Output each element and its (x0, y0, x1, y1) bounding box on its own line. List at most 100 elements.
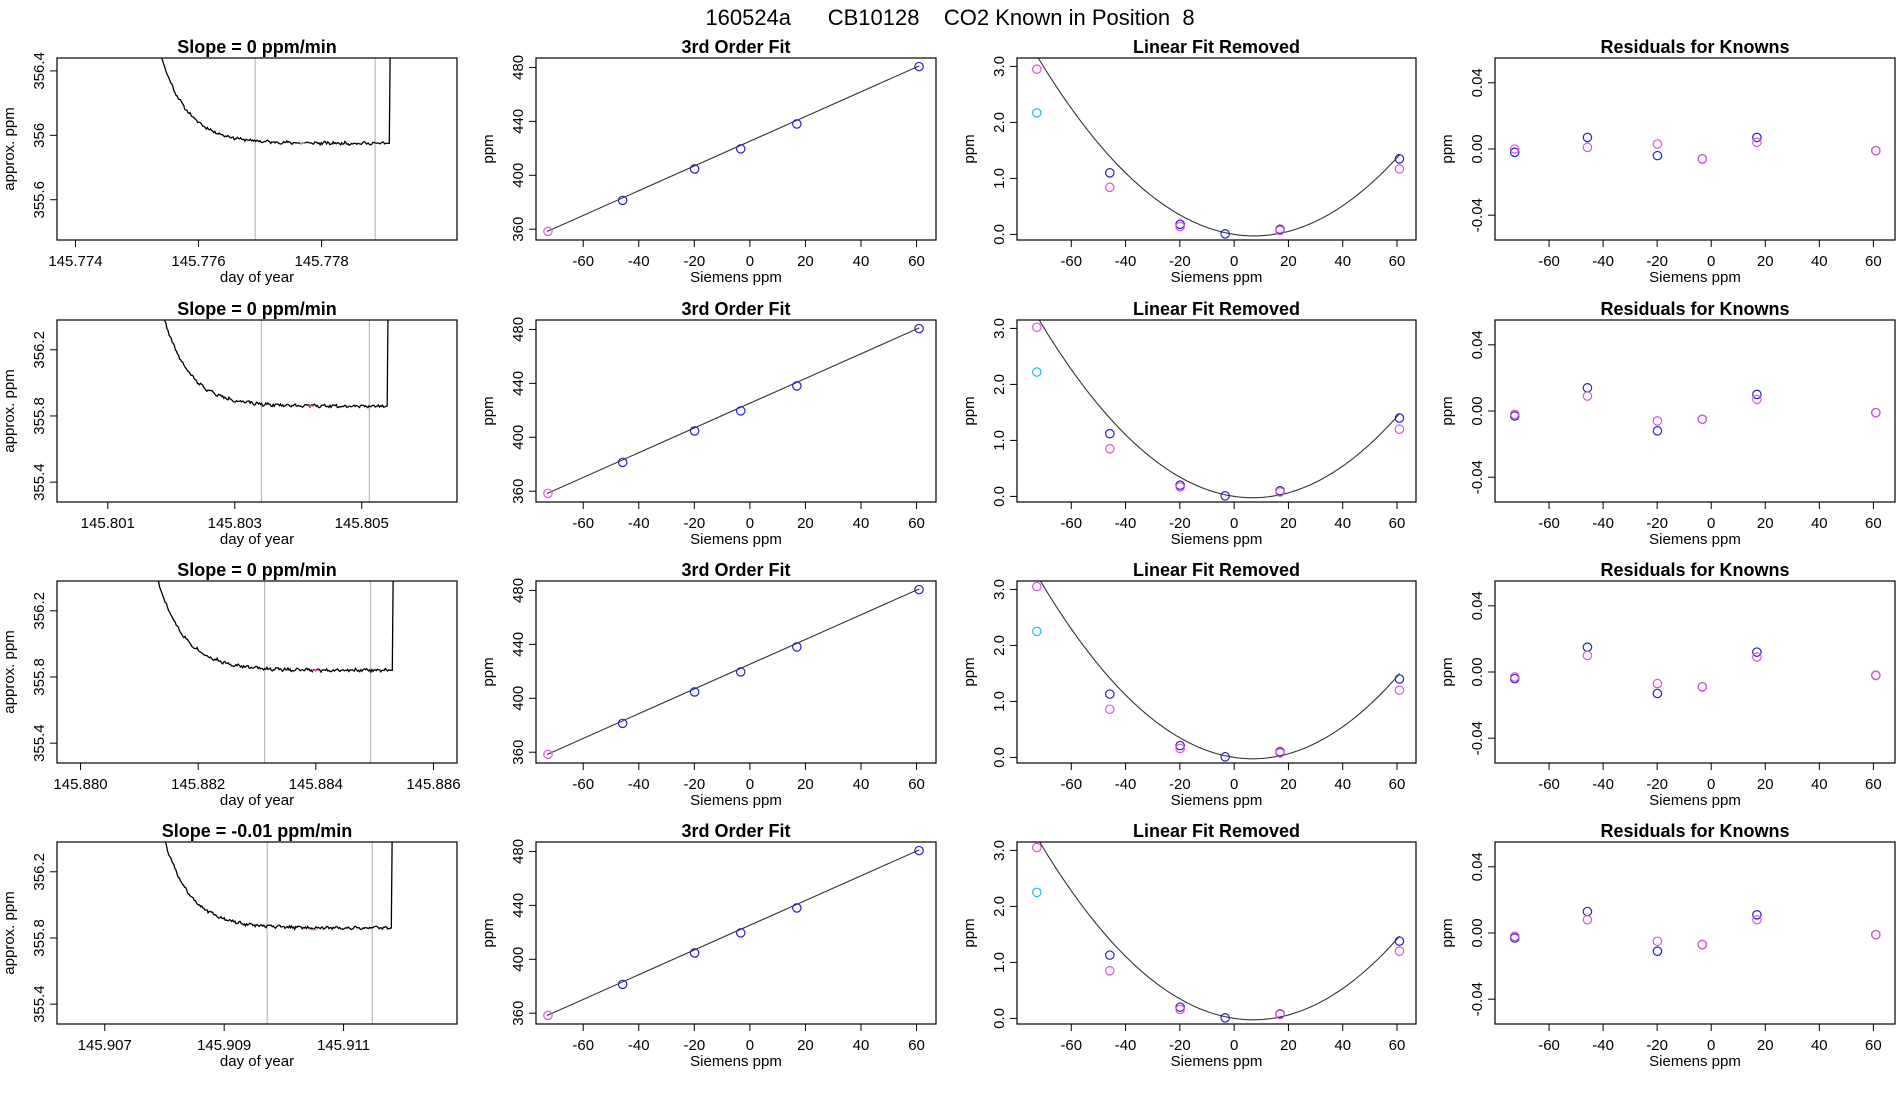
x-tick-label: -20 (683, 776, 705, 793)
y-axis-label: ppm (961, 918, 978, 947)
x-tick-label: -40 (628, 776, 650, 793)
data-point-magenta (1509, 672, 1520, 682)
x-tick-label: 20 (1280, 515, 1297, 532)
data-point-blue (617, 195, 628, 206)
x-tick-label: -40 (1115, 515, 1137, 532)
x-tick-label: 0 (1230, 776, 1238, 793)
data-point-blue (1394, 674, 1405, 684)
panel-title: Linear Fit Removed (1133, 299, 1300, 319)
x-axis-label: Siemens ppm (1171, 792, 1263, 809)
data-point-magenta (1509, 409, 1520, 420)
x-tick-label: 20 (1280, 253, 1297, 270)
data-point-blue (1175, 740, 1185, 751)
data-point-blue (1105, 428, 1115, 439)
x-tick-label: -40 (628, 253, 650, 270)
y-tick-label: 355.8 (31, 658, 48, 696)
x-tick-label: 145.776 (171, 253, 225, 270)
plot-frame (1016, 57, 1417, 241)
y-axis-label: ppm (961, 396, 978, 425)
data-point-magenta (1652, 416, 1663, 426)
y-tick-label: 2.0 (991, 896, 1008, 917)
plot-frame (1494, 841, 1896, 1025)
x-tick-label: 20 (1757, 1037, 1774, 1054)
data-point-blue (1105, 168, 1115, 178)
panel-title: Residuals for Knowns (1600, 821, 1789, 841)
data-point-magenta (1032, 322, 1042, 333)
data-point-blue (735, 144, 746, 154)
data-point-blue (792, 903, 802, 913)
data-point-magenta (1752, 914, 1762, 925)
y-tick-label: 400 (510, 947, 527, 972)
x-tick-label: 60 (1865, 515, 1882, 532)
data-point-blue (792, 642, 802, 652)
x-tick-label: 40 (853, 253, 870, 270)
x-tick-label: 20 (1757, 776, 1774, 793)
x-axis-label: day of year (220, 1053, 294, 1070)
data-point-magenta (1697, 154, 1708, 164)
y-tick-label: 0.04 (1469, 68, 1486, 97)
x-tick-label: 40 (1334, 1037, 1351, 1054)
data-point-magenta (1394, 424, 1405, 434)
plot-frame (56, 319, 458, 503)
x-tick-label: 40 (1811, 515, 1828, 532)
y-tick-label: 0.0 (991, 747, 1008, 768)
y-tick-label: 355.6 (31, 181, 48, 219)
x-tick-label: 145.886 (406, 776, 460, 793)
x-axis-label: Siemens ppm (1171, 531, 1263, 548)
plot-area (543, 61, 924, 237)
data-point-magenta (1032, 64, 1042, 74)
data-point-blue (735, 667, 746, 677)
panel-r4-c4: Residuals for Knowns -60 -40 -20 0 20 40 60 -0.0… (1439, 821, 1896, 1070)
plot-area (543, 323, 924, 499)
data-point-blue (914, 323, 924, 334)
panel-r4-c2: 3rd Order Fit -60 -40 -20 0 20 40 60 360 400 440 48… (480, 821, 937, 1070)
y-tick-label: 360 (510, 479, 527, 504)
x-tick-label: 40 (1334, 515, 1351, 532)
x-tick-label: 20 (1757, 515, 1774, 532)
x-tick-label: 60 (1389, 776, 1406, 793)
x-tick-label: 60 (1865, 1037, 1882, 1054)
data-point-magenta (1752, 394, 1762, 405)
plot-area (164, 842, 393, 1024)
y-tick-label: -0.04 (1469, 460, 1486, 494)
panel-r3-c2: 3rd Order Fit -60 -40 -20 0 20 40 60 360 400 440 48… (480, 560, 937, 809)
data-point-magenta (1871, 670, 1881, 681)
data-point-magenta (1871, 407, 1881, 418)
x-tick-label: -40 (1115, 776, 1137, 793)
data-point-magenta (1871, 929, 1881, 940)
x-tick-label: -60 (1538, 515, 1560, 532)
data-point-blue (1394, 413, 1405, 423)
x-tick-label: 40 (1334, 776, 1351, 793)
x-tick-label: -40 (1592, 515, 1614, 532)
data-point-blue (914, 584, 924, 595)
data-point-magenta (1697, 682, 1708, 692)
x-tick-label: 0 (1230, 1037, 1238, 1054)
data-point-blue (1652, 688, 1663, 699)
y-tick-label: 480 (510, 55, 527, 80)
x-tick-label: 60 (908, 253, 925, 270)
data-point-blue (792, 119, 802, 129)
y-tick-label: 1.0 (991, 430, 1008, 451)
x-tick-label: 60 (908, 776, 925, 793)
ppm-trace (157, 581, 394, 674)
plot-frame (535, 841, 937, 1025)
y-tick-label: 3.0 (991, 318, 1008, 339)
x-tick-label: 0 (746, 515, 754, 532)
data-point-cyan (1032, 367, 1042, 377)
panel-r1-c3: Linear Fit Removed -60 -40 -20 0 20 40 60 0.0 1.0… (961, 37, 1417, 286)
x-tick-label: -60 (572, 515, 594, 532)
y-tick-label: 355.4 (31, 463, 48, 501)
data-point-magenta (1582, 391, 1593, 401)
plot-area (1509, 642, 1881, 699)
data-point-magenta (1032, 581, 1042, 592)
plot-area (163, 320, 389, 502)
x-tick-label: -20 (1169, 253, 1191, 270)
x-tick-label: -60 (1538, 776, 1560, 793)
panel-title: Linear Fit Removed (1133, 560, 1300, 580)
y-tick-label: 360 (510, 1001, 527, 1026)
data-point-magenta (1105, 704, 1115, 715)
plot-area (1032, 581, 1405, 762)
x-tick-label: -60 (1060, 1037, 1082, 1054)
data-point-magenta (1105, 965, 1115, 976)
